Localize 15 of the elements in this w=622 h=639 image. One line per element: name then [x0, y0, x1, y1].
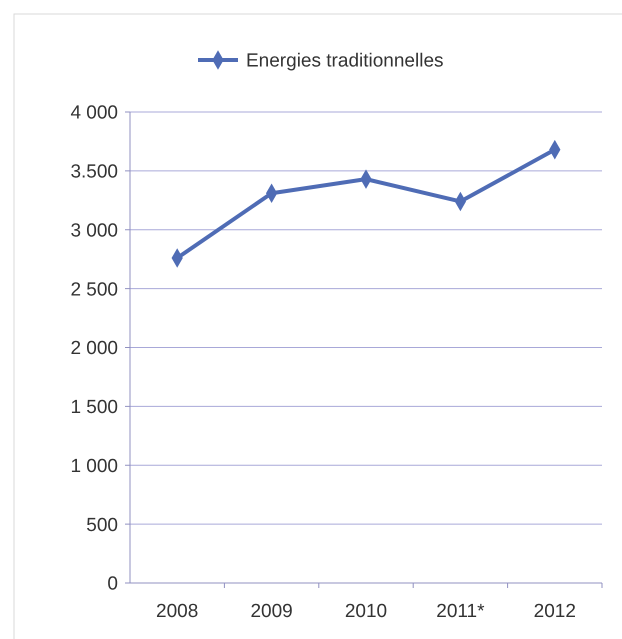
y-tick-label: 4 000: [70, 102, 118, 124]
y-tick-label: 3 000: [70, 220, 118, 242]
x-tick-label: 2010: [344, 601, 388, 622]
x-tick-label: 2009: [250, 601, 293, 622]
y-tick-label: 2 500: [70, 279, 118, 300]
y-tick-label: 0: [107, 574, 118, 595]
legend-label: Energies traditionnelles: [246, 50, 444, 72]
y-tick-label: 500: [86, 514, 118, 536]
y-tick-label: 2 000: [70, 338, 118, 360]
x-tick-label: 2008: [156, 601, 198, 622]
x-tick-label: 2011*: [436, 601, 486, 622]
x-tick-label: 2012: [534, 601, 576, 622]
y-tick-label: 1 500: [70, 397, 118, 418]
y-tick-label: 3.500: [70, 162, 118, 183]
y-tick-label: 1 000: [70, 456, 118, 477]
